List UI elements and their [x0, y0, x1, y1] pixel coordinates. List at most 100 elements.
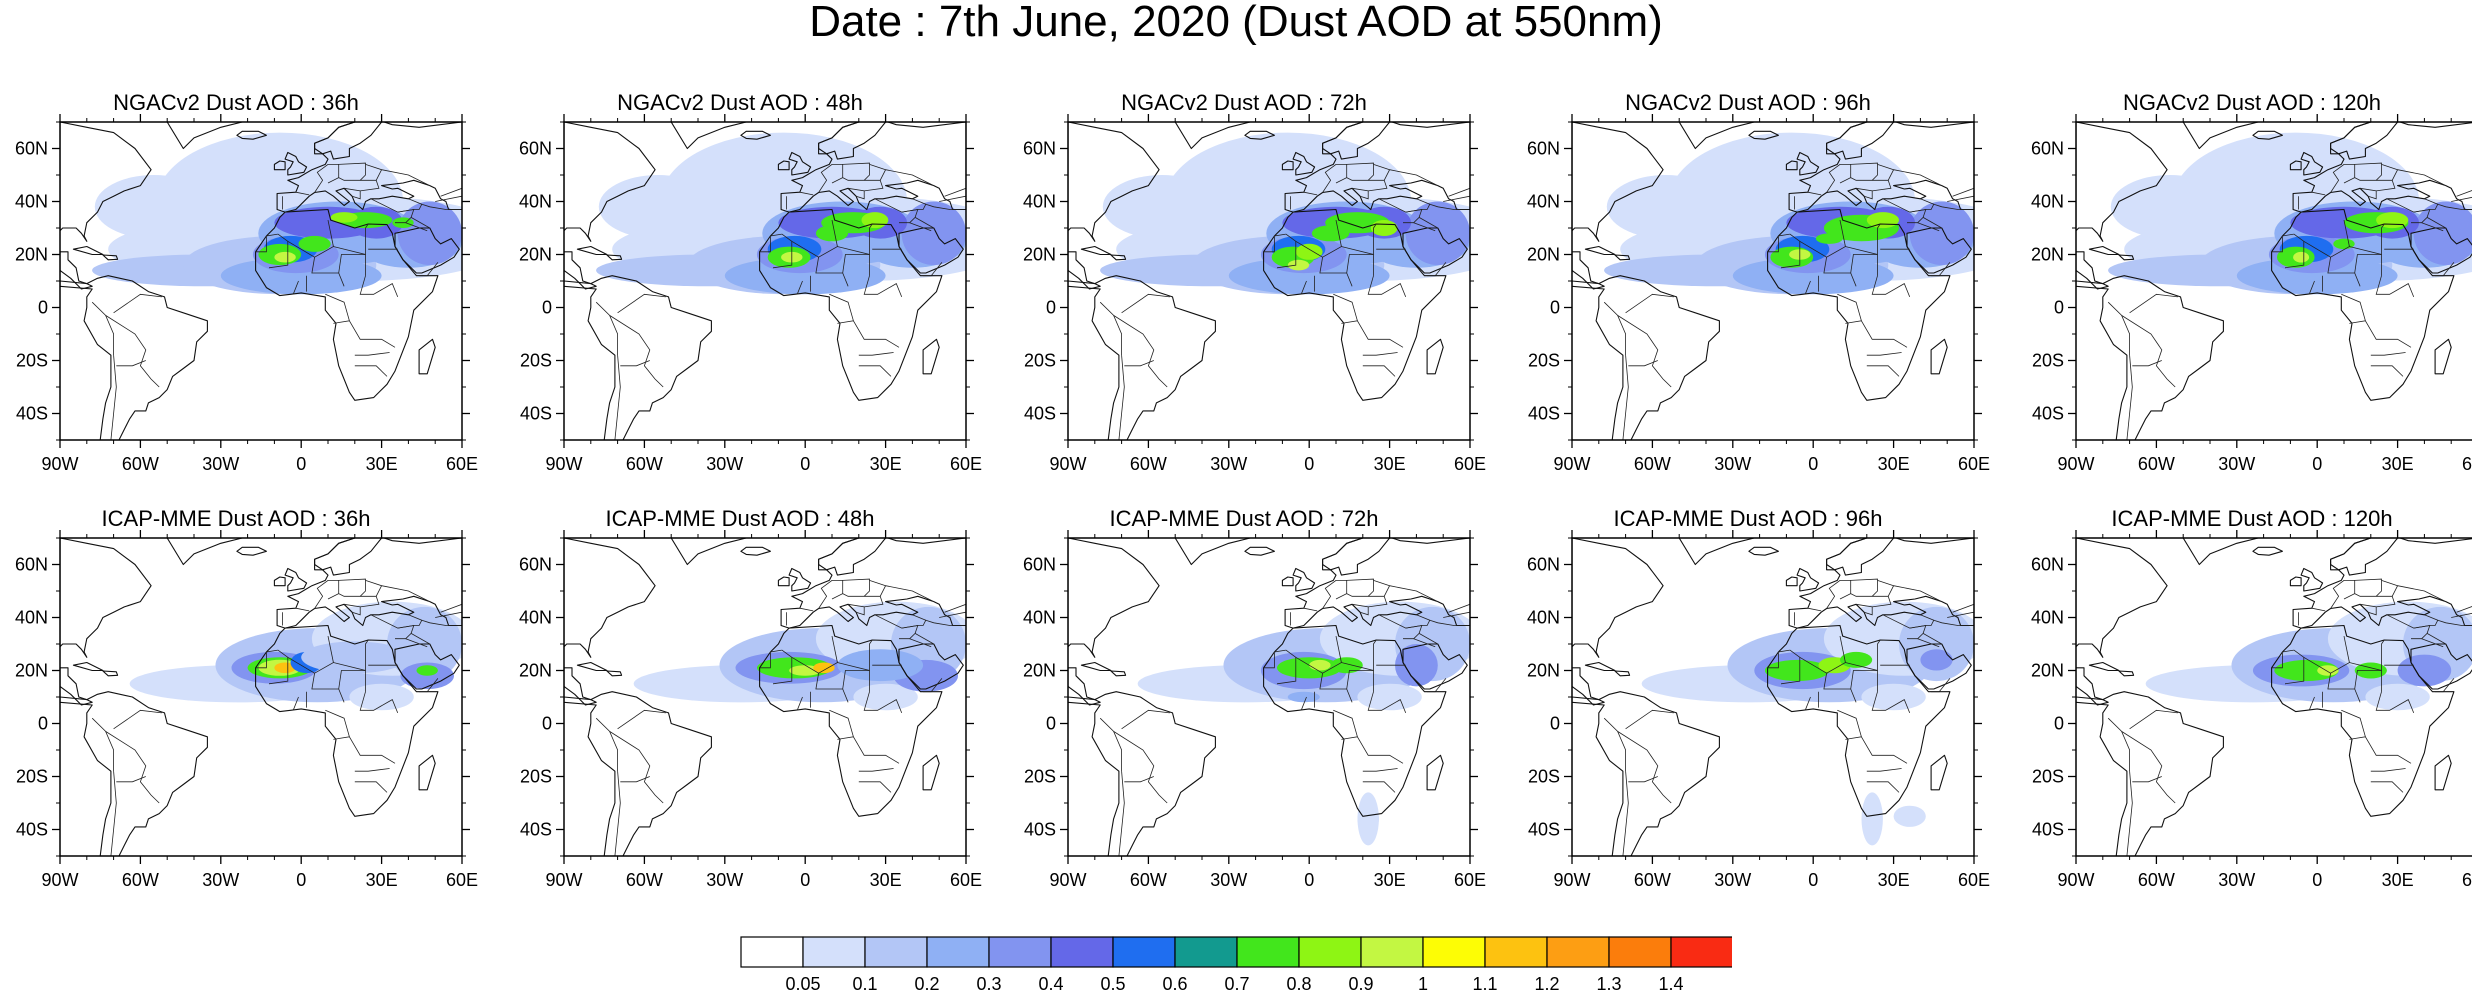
- coastline-iceland: [1748, 546, 1779, 556]
- country-border: [1118, 355, 1125, 440]
- coastline-scandinavia: [1322, 538, 1391, 576]
- coastline-cuba: [1080, 661, 1112, 672]
- coastline-africa: [1263, 208, 1447, 401]
- coastline-north-america: [564, 538, 656, 658]
- dust-aod-region: [2317, 665, 2339, 676]
- lon-tick-label: 90W: [545, 870, 582, 890]
- colorbar-swatch: [1360, 936, 1424, 968]
- map-plot: 60N 40N 20N 0 20S 40S 90W 60W 30W 0 30E 60E: [1527, 530, 1990, 890]
- country-border: [381, 169, 430, 186]
- lon-tick-label: 90W: [1049, 454, 1086, 474]
- country-border: [864, 180, 884, 192]
- country-border: [799, 191, 814, 196]
- country-border: [354, 781, 388, 793]
- country-border: [1931, 262, 1951, 277]
- map-panel: NGACv2 Dust AOD : 96h 60N 40N 20N 0 20S 40S 90W…: [1522, 90, 1990, 520]
- lon-tick-label: 0: [800, 870, 810, 890]
- map-content: [1068, 122, 1470, 440]
- coastline-madagascar: [922, 338, 940, 375]
- panel-title: ICAP-MME Dust AOD : 120h: [2111, 506, 2393, 531]
- panel-title: ICAP-MME Dust AOD : 72h: [1109, 506, 1379, 531]
- coastline-arabia: [1906, 227, 1972, 274]
- lon-tick-label: 30E: [2382, 870, 2414, 890]
- lat-tick-label: 20N: [1023, 661, 1056, 681]
- country-border: [1263, 233, 1286, 253]
- country-border: [1346, 578, 1374, 597]
- country-border: [2426, 633, 2446, 645]
- coastline-south-america: [1068, 691, 1216, 856]
- country-border: [2284, 657, 2305, 685]
- coastline-north-america: [2076, 538, 2168, 658]
- country-border: [1877, 223, 1881, 255]
- country-border: [1303, 191, 1318, 196]
- lat-tick-label: 20N: [1527, 245, 1560, 265]
- coastline-north-america: [1068, 122, 1160, 242]
- lon-tick-label: 60E: [950, 454, 982, 474]
- coastline-arabia: [898, 643, 964, 690]
- dust-aod-region: [1815, 233, 1843, 244]
- country-border: [1866, 781, 1900, 793]
- coastline-scandinavia: [1826, 538, 1895, 576]
- country-border: [268, 241, 289, 269]
- country-border: [1767, 649, 1790, 669]
- country-border: [2271, 649, 2294, 669]
- country-border: [2132, 776, 2162, 783]
- lon-tick-label: 30E: [366, 454, 398, 474]
- country-border: [110, 771, 117, 856]
- country-border: [105, 731, 160, 804]
- coastline-ireland: [273, 576, 286, 587]
- lon-tick-label: 60E: [1958, 870, 1990, 890]
- country-border: [1403, 208, 1423, 224]
- lon-tick-label: 30W: [2218, 454, 2255, 474]
- country-border: [1335, 636, 1342, 663]
- lat-tick-label: 20N: [519, 661, 552, 681]
- coastline-hispaniola: [102, 670, 119, 677]
- map-content: [60, 122, 462, 440]
- country-border: [1443, 195, 1470, 202]
- colorbar-level-label: 0.9: [1348, 974, 1373, 992]
- country-border: [1931, 678, 1951, 693]
- map-plot: 60N 40N 20N 0 20S 40S 90W 60W 30W 0 30E 60E: [2031, 530, 2472, 890]
- dust-aod-region: [349, 683, 414, 711]
- country-border: [1850, 578, 1878, 597]
- lat-tick-label: 20S: [2032, 767, 2064, 787]
- country-border: [842, 254, 870, 274]
- dust-aod-region: [1309, 659, 1331, 671]
- map-content: [2076, 538, 2472, 856]
- country-border: [1628, 360, 1658, 367]
- country-border: [914, 217, 934, 229]
- country-border: [1427, 678, 1447, 693]
- country-border: [255, 649, 278, 669]
- country-border: [609, 731, 664, 804]
- country-border: [2360, 603, 2377, 616]
- country-border: [1603, 301, 1626, 356]
- country-border: [360, 180, 380, 192]
- country-border: [405, 638, 428, 648]
- dust-aod-region: [1228, 257, 1390, 295]
- lon-tick-label: 90W: [1553, 870, 1590, 890]
- country-border: [1917, 222, 1940, 232]
- lon-tick-label: 30E: [1878, 870, 1910, 890]
- dust-aod-region: [298, 235, 331, 252]
- dust-aod-region: [1287, 259, 1310, 271]
- lon-tick-label: 60E: [1454, 454, 1486, 474]
- map-panel: ICAP-MME Dust AOD : 96h 60N 40N 20N 0 20S 40S 9…: [1522, 506, 1990, 936]
- country-border: [829, 709, 854, 740]
- coastline-ireland: [777, 160, 790, 171]
- colorbar-swatch: [926, 936, 990, 968]
- lat-tick-label: 0: [38, 714, 48, 734]
- colorbar-level-label: 0.8: [1286, 974, 1311, 992]
- lon-tick-label: 0: [800, 454, 810, 474]
- country-border: [1121, 293, 1170, 314]
- country-border: [349, 320, 396, 348]
- map-panel: NGACv2 Dust AOD : 36h 60N 40N 20N 0 20S 40S 90W…: [10, 90, 478, 520]
- country-border: [410, 633, 430, 645]
- country-border: [829, 293, 854, 324]
- country-border: [2121, 731, 2176, 804]
- coastline-great-britain: [1796, 567, 1820, 592]
- country-border: [277, 233, 366, 276]
- country-border: [292, 280, 299, 295]
- lon-tick-label: 60W: [626, 454, 663, 474]
- lon-tick-label: 60E: [950, 870, 982, 890]
- country-border: [2375, 691, 2415, 714]
